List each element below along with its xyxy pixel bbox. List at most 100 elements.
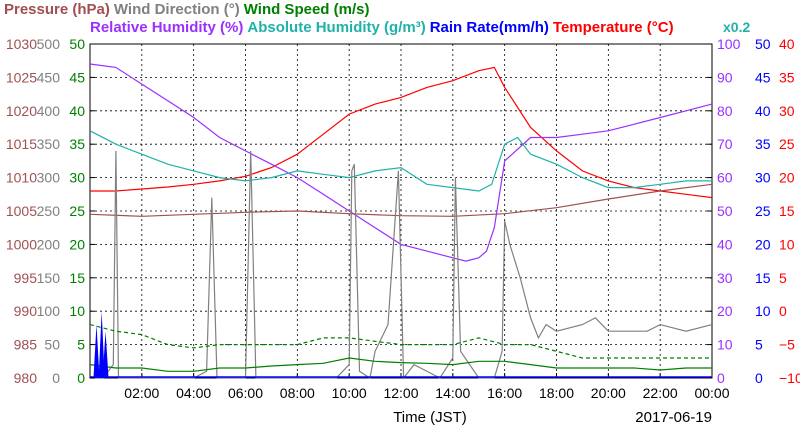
y-tick-temperature: 30: [779, 103, 795, 119]
y-tick-wind-speed: 40: [69, 103, 85, 119]
y-tick-pressure: 985: [14, 337, 38, 353]
legend-item-row2-0: Relative Humidity (%): [90, 19, 244, 36]
x-tick-label: 14:00: [435, 385, 470, 401]
series-line-0: [90, 66, 713, 199]
legend-item-row1-2: Wind Speed (m/s): [243, 1, 370, 18]
y-tick-temperature: −10: [779, 370, 800, 386]
grid: 02:00 04:00 06:00 08:00 10:00 12:00 14:00 16:00…: [90, 44, 730, 401]
y-tick-rain-rate: 10: [755, 303, 771, 319]
y-tick-wind-direction: 250: [37, 203, 61, 219]
y-tick-wind-direction: 50: [44, 337, 60, 353]
x-tick-label: 22:00: [643, 385, 678, 401]
y-tick-pressure: 1030: [6, 36, 37, 52]
x-tick-label: 12:00: [383, 385, 418, 401]
series-line-6: [89, 324, 712, 359]
y-tick-wind-direction: 450: [37, 69, 61, 85]
y-tick-pressure: 995: [14, 270, 38, 286]
series-layer: [89, 63, 713, 380]
rain-multiplier-label: x0.2: [723, 19, 750, 35]
x-tick-label: 08:00: [280, 385, 315, 401]
y-tick-relative-humidity: 20: [717, 303, 733, 319]
y-tick-rain-rate: 50: [755, 36, 771, 52]
rain-mark: [98, 311, 105, 378]
y-tick-wind-direction: 300: [37, 170, 61, 186]
y-tick-wind-direction: 100: [37, 303, 61, 319]
y-tick-temperature: 20: [779, 170, 795, 186]
series-line-5: [89, 357, 712, 372]
y-tick-wind-direction: 350: [37, 136, 61, 152]
y-tick-relative-humidity: 70: [717, 136, 733, 152]
x-tick-label: 16:00: [487, 385, 522, 401]
y-tick-relative-humidity: 10: [717, 337, 733, 353]
y-tick-wind-direction: 0: [52, 370, 60, 386]
y-tick-temperature: 15: [779, 203, 795, 219]
y-tick-temperature: 10: [779, 236, 795, 252]
axes-layer: 1030102510201015101010051000995990985980…: [6, 36, 800, 386]
legend-row-1: Pressure (hPa) Wind Direction (°) Wind Spe…: [4, 1, 373, 18]
y-tick-relative-humidity: 50: [717, 203, 733, 219]
y-tick-pressure: 1000: [6, 236, 37, 252]
legend-row-2: Relative Humidity (%) Absolute Humidity (…: [90, 19, 678, 36]
rain-mark: [93, 324, 100, 378]
y-tick-relative-humidity: 30: [717, 270, 733, 286]
y-tick-temperature: 40: [779, 36, 795, 52]
rain-mark: [102, 331, 109, 378]
legend-item-row2-2: Rain Rate(mm/h): [429, 19, 549, 36]
y-tick-wind-speed: 5: [77, 337, 85, 353]
y-tick-relative-humidity: 40: [717, 236, 733, 252]
y-tick-rain-rate: 5: [755, 337, 763, 353]
y-tick-wind-direction: 150: [37, 270, 61, 286]
y-tick-rain-rate: 20: [755, 236, 771, 252]
y-tick-rain-rate: 45: [755, 69, 771, 85]
y-tick-wind-speed: 50: [69, 36, 85, 52]
x-axis-label: Time (JST): [393, 409, 467, 426]
y-tick-pressure: 980: [14, 370, 38, 386]
x-tick-label: 10:00: [332, 385, 367, 401]
y-tick-rain-rate: 35: [755, 136, 771, 152]
legend-item-row1-1: Wind Direction (°): [113, 1, 240, 18]
y-tick-pressure: 1020: [6, 103, 37, 119]
y-tick-pressure: 1015: [6, 136, 37, 152]
y-tick-wind-speed: 30: [69, 170, 85, 186]
x-tick-label: 20:00: [591, 385, 626, 401]
x-tick-label: 06:00: [228, 385, 263, 401]
legend-item-row2-3: Temperature (°C): [552, 19, 674, 36]
series-line-1: [89, 63, 713, 262]
y-tick-pressure: 1010: [6, 170, 37, 186]
date-label: 2017-06-19: [635, 409, 712, 426]
y-tick-relative-humidity: 100: [717, 36, 741, 52]
y-tick-wind-speed: 35: [69, 136, 85, 152]
x-tick-label: 18:00: [539, 385, 574, 401]
y-tick-wind-speed: 10: [69, 303, 85, 319]
y-tick-rain-rate: 40: [755, 103, 771, 119]
series-line-3: [89, 183, 713, 217]
legend-item-row2-1: Absolute Humidity (g/m³): [247, 19, 426, 36]
legend-item-row1-0: Pressure (hPa): [4, 1, 110, 18]
y-tick-rain-rate: 30: [755, 170, 771, 186]
x-tick-label: 00:00: [694, 385, 729, 401]
series-line-2: [89, 130, 712, 192]
y-tick-wind-speed: 25: [69, 203, 85, 219]
y-tick-wind-speed: 45: [69, 69, 85, 85]
y-tick-pressure: 1005: [6, 203, 37, 219]
y-tick-wind-direction: 200: [37, 236, 61, 252]
y-tick-rain-rate: 25: [755, 203, 771, 219]
y-tick-wind-direction: 500: [37, 36, 61, 52]
y-tick-relative-humidity: 90: [717, 69, 733, 85]
y-tick-temperature: 35: [779, 69, 795, 85]
y-tick-rain-rate: 15: [755, 270, 771, 286]
x-tick-label: 02:00: [124, 385, 159, 401]
y-tick-relative-humidity: 80: [717, 103, 733, 119]
x-tick-label: 04:00: [176, 385, 211, 401]
y-tick-wind-speed: 0: [77, 370, 85, 386]
y-tick-wind-speed: 20: [69, 236, 85, 252]
y-tick-temperature: 0: [779, 303, 787, 319]
y-tick-pressure: 1025: [6, 69, 37, 85]
y-tick-relative-humidity: 60: [717, 170, 733, 186]
y-tick-temperature: 25: [779, 136, 795, 152]
series-line-4: [90, 150, 713, 380]
y-tick-rain-rate: 0: [755, 370, 763, 386]
y-tick-wind-speed: 15: [69, 270, 85, 286]
y-tick-temperature: −5: [779, 337, 795, 353]
